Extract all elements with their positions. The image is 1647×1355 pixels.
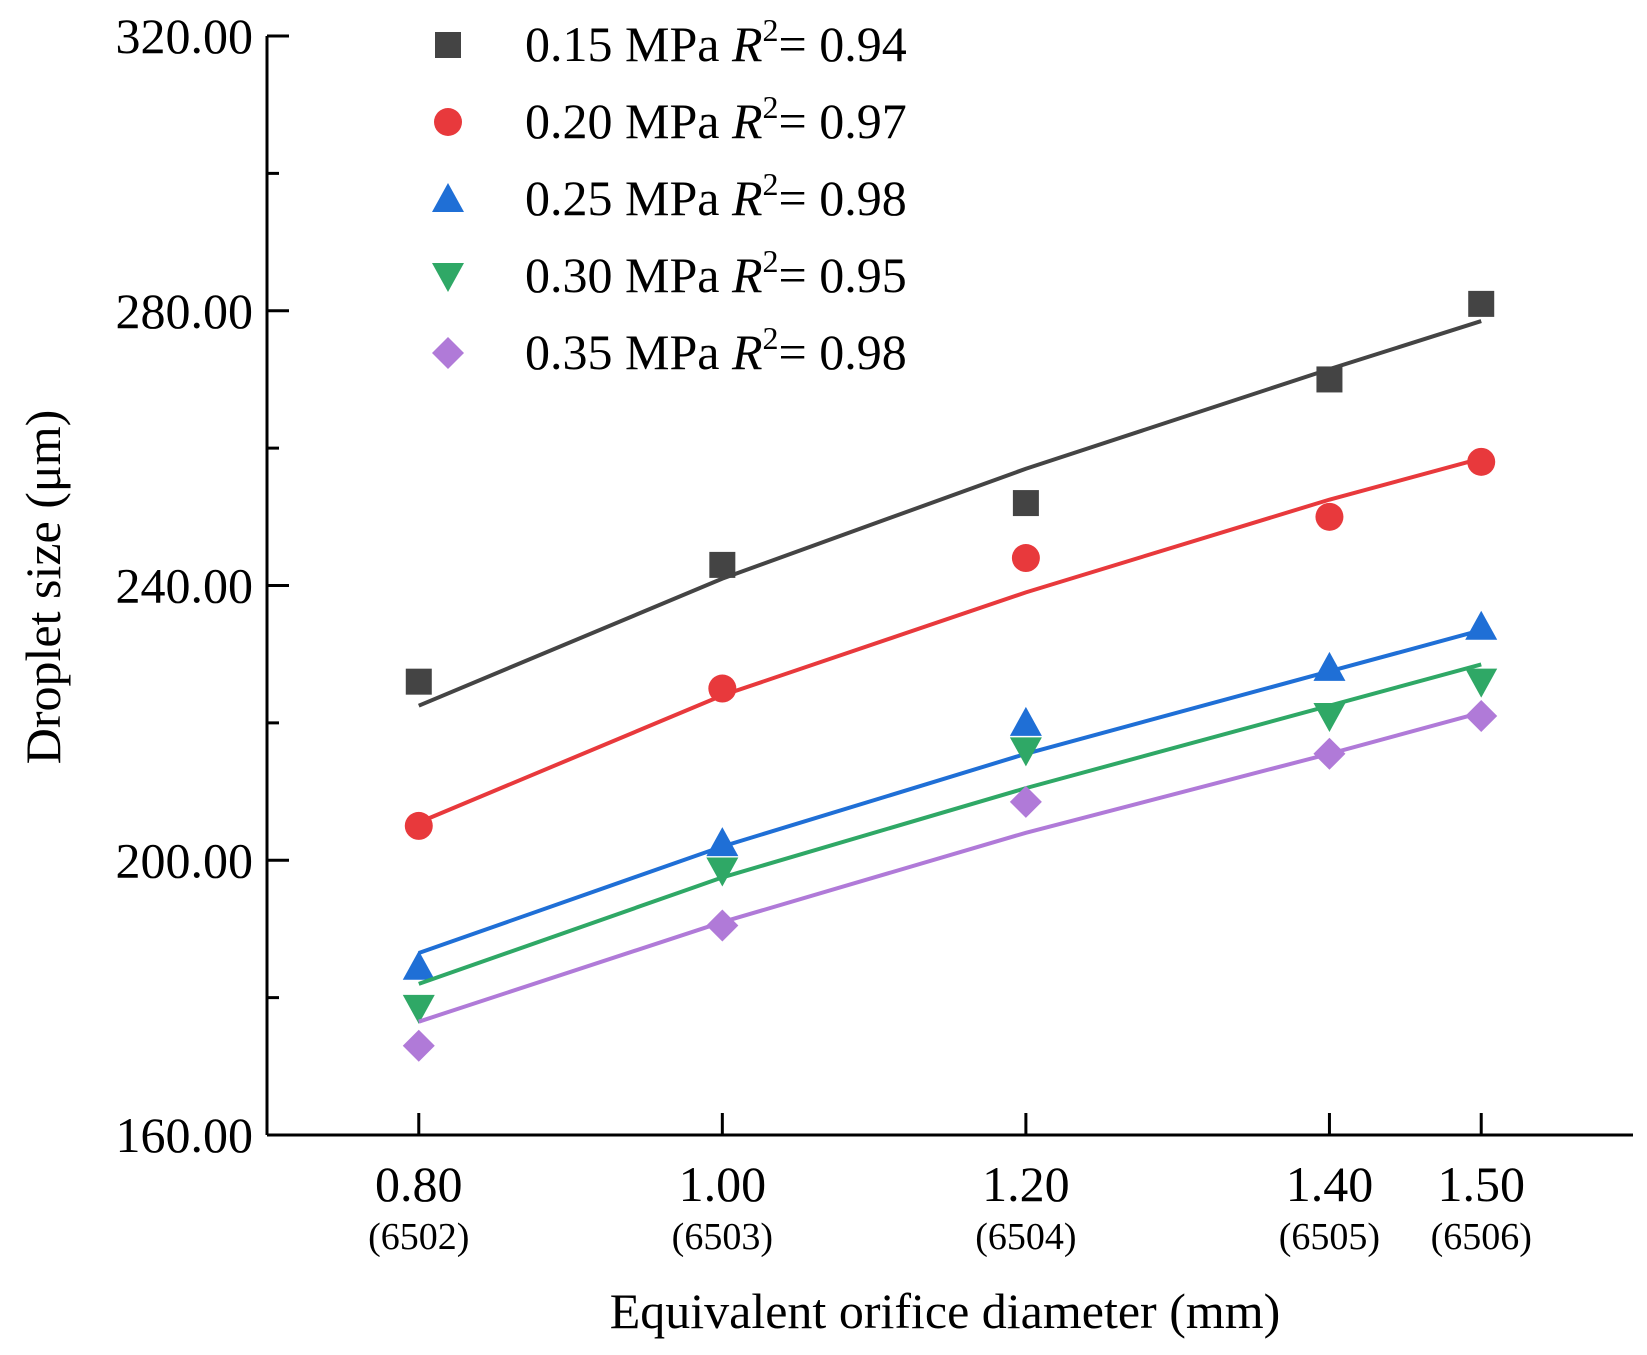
legend-r2-value: = 0.94 xyxy=(779,16,907,72)
data-point xyxy=(405,668,432,695)
y-tick-label: 160.00 xyxy=(116,1107,254,1163)
legend-r2-value: = 0.95 xyxy=(779,247,907,303)
legend-entry: 0.20 MPa R2= 0.97 xyxy=(434,89,907,149)
data-point xyxy=(708,674,737,703)
data-point xyxy=(1316,366,1343,393)
x-tick-label: 1.20 xyxy=(982,1156,1070,1212)
legend-r-exponent: 2 xyxy=(763,166,779,202)
x-tick-label: 1.40 xyxy=(1286,1156,1374,1212)
legend-pressure: 0.15 MPa xyxy=(525,16,732,72)
data-point xyxy=(1009,706,1042,736)
legend-entry: 0.15 MPa R2= 0.94 xyxy=(435,12,907,72)
data-point xyxy=(709,551,736,578)
data-point xyxy=(1313,703,1346,733)
data-point xyxy=(1012,490,1039,517)
series-3 xyxy=(402,610,1498,980)
y-tick-label: 280.00 xyxy=(116,283,254,339)
x-tick-sublabel: (6502) xyxy=(368,1216,469,1258)
data-point xyxy=(706,909,739,942)
series-4 xyxy=(402,662,1498,1024)
plot-area: 160.00 200.00 240.00 280.00 320.00 0.80(6502)… xyxy=(116,8,1633,1258)
series-1 xyxy=(405,290,1495,708)
legend-r-symbol: R xyxy=(731,247,763,303)
legend-label: 0.15 MPa R2= 0.94 xyxy=(525,12,907,72)
legend-r2-value: = 0.98 xyxy=(779,170,907,226)
x-tick-sublabel: (6504) xyxy=(975,1216,1076,1258)
series-2 xyxy=(404,447,1496,840)
data-point xyxy=(1315,502,1344,531)
legend-marker xyxy=(435,32,461,58)
legend-r-exponent: 2 xyxy=(763,320,779,356)
data-point xyxy=(1465,610,1498,640)
legend-r-exponent: 2 xyxy=(763,12,779,48)
data-point xyxy=(1009,737,1042,767)
x-tick-label: 0.80 xyxy=(375,1156,463,1212)
data-point xyxy=(402,1029,435,1062)
legend-label: 0.20 MPa R2= 0.97 xyxy=(525,89,907,149)
data-point xyxy=(404,811,433,840)
legend-entry: 0.30 MPa R2= 0.95 xyxy=(432,243,907,303)
legend-pressure: 0.30 MPa xyxy=(525,247,732,303)
legend: 0.15 MPa R2= 0.940.20 MPa R2= 0.970.25 M… xyxy=(432,12,907,380)
data-point xyxy=(1011,544,1040,573)
legend-pressure: 0.25 MPa xyxy=(525,170,732,226)
data-point xyxy=(706,857,739,887)
data-point xyxy=(1468,290,1495,317)
x-tick-label: 1.00 xyxy=(679,1156,767,1212)
legend-marker xyxy=(432,263,464,292)
legend-r-symbol: R xyxy=(731,170,763,226)
legend-r-exponent: 2 xyxy=(763,243,779,279)
data-point xyxy=(1465,700,1498,733)
series-5 xyxy=(402,700,1498,1062)
legend-r2-value: = 0.98 xyxy=(779,324,907,380)
legend-label: 0.35 MPa R2= 0.98 xyxy=(525,320,907,380)
x-tick-label: 1.50 xyxy=(1437,1156,1525,1212)
legend-r-symbol: R xyxy=(731,16,763,72)
legend-r-exponent: 2 xyxy=(763,89,779,125)
legend-marker xyxy=(432,337,464,369)
x-tick-sublabel: (6505) xyxy=(1279,1216,1380,1258)
data-point xyxy=(402,950,435,980)
legend-pressure: 0.20 MPa xyxy=(525,93,732,149)
legend-label: 0.25 MPa R2= 0.98 xyxy=(525,166,907,226)
x-tick-sublabel: (6506) xyxy=(1431,1216,1532,1258)
legend-marker xyxy=(432,183,464,212)
data-point xyxy=(1465,668,1498,698)
y-tick-label: 240.00 xyxy=(116,558,254,614)
legend-r-symbol: R xyxy=(731,324,763,380)
data-point xyxy=(1313,651,1346,681)
legend-pressure: 0.35 MPa xyxy=(525,324,732,380)
legend-label: 0.30 MPa R2= 0.95 xyxy=(525,243,907,303)
legend-marker xyxy=(434,108,462,136)
y-tick-label: 200.00 xyxy=(116,832,254,888)
x-tick-sublabel: (6503) xyxy=(672,1216,773,1258)
data-point xyxy=(1467,447,1496,476)
y-axis-title: Droplet size (μm) xyxy=(15,410,71,764)
legend-r2-value: = 0.97 xyxy=(779,93,907,149)
fit-line xyxy=(418,710,1482,1024)
data-point xyxy=(1009,785,1042,818)
data-point xyxy=(706,827,739,857)
fit-line xyxy=(418,319,1482,708)
legend-entry: 0.25 MPa R2= 0.98 xyxy=(432,166,907,226)
data-point xyxy=(1313,737,1346,770)
legend-r-symbol: R xyxy=(731,93,763,149)
y-tick-label: 320.00 xyxy=(116,8,254,64)
legend-entry: 0.35 MPa R2= 0.98 xyxy=(432,320,907,380)
fit-line xyxy=(418,456,1482,825)
data-point xyxy=(402,994,435,1024)
x-axis-title: Equivalent orifice diameter (mm) xyxy=(610,1283,1281,1339)
